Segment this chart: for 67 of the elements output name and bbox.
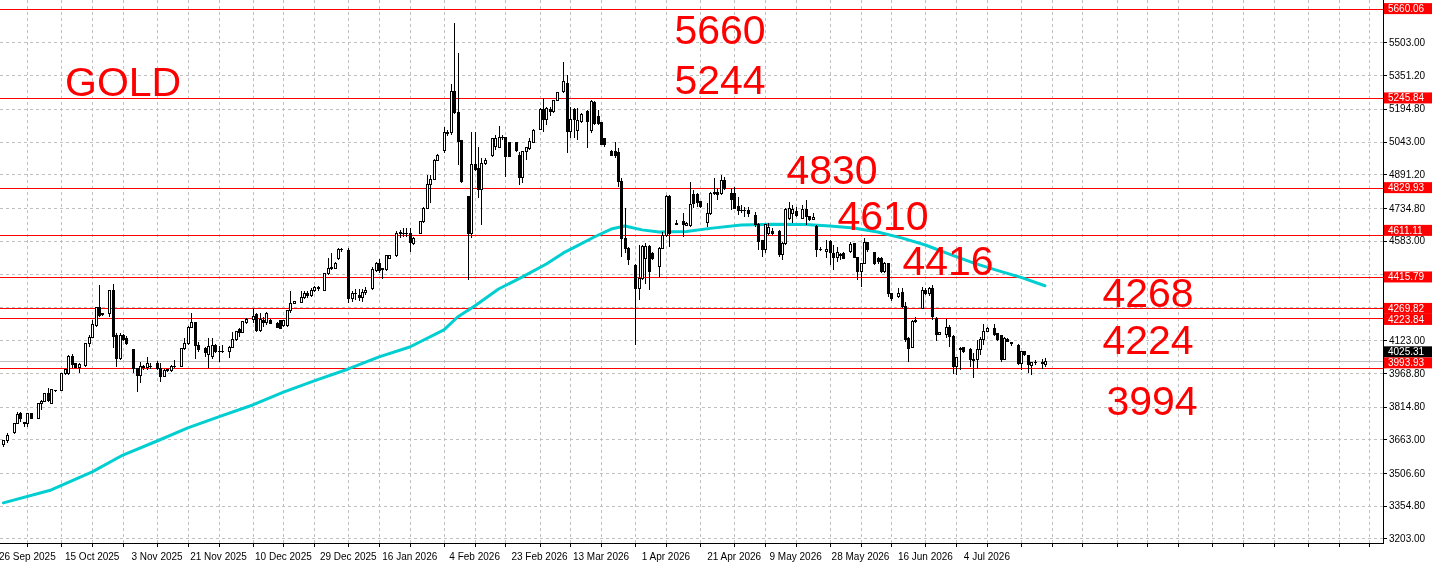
- x-tick-label: 15 Oct 2025: [64, 550, 120, 562]
- annotation: 4268: [1102, 270, 1194, 316]
- y-tick-label: 5351.20: [1389, 69, 1426, 81]
- y-tick-label: 4123.00: [1389, 334, 1426, 346]
- candlestick: [573, 107, 576, 139]
- ref-line-label: 4829.93: [1388, 182, 1425, 194]
- candlestick: [187, 325, 190, 346]
- x-tick-label: 4 Feb 2026: [449, 550, 501, 562]
- y-tick-label: 4583.00: [1389, 235, 1426, 247]
- candlestick: [255, 312, 258, 333]
- candlestick: [149, 362, 152, 370]
- x-tick-label: 21 Nov 2025: [190, 550, 248, 562]
- y-tick-label: 3354.80: [1389, 500, 1426, 512]
- annotation: 3994: [1106, 378, 1198, 424]
- candlestick: [829, 239, 832, 266]
- x-tick-label: 28 May 2026: [831, 550, 890, 562]
- candlestick: [976, 339, 979, 370]
- annotation: 5660: [674, 7, 766, 53]
- ref-line-label: 4269.82: [1388, 302, 1425, 314]
- y-tick-label: 5043.00: [1389, 136, 1426, 148]
- annotation: 4224: [1102, 317, 1194, 363]
- x-tick-label: 16 Jun 2026: [897, 550, 954, 562]
- x-tick-label: 23 Feb 2026: [511, 550, 569, 562]
- x-tick-label: 10 Dec 2025: [255, 550, 313, 562]
- x-tick-label: 3 Nov 2025: [131, 550, 184, 562]
- y-tick-label: 3968.80: [1389, 367, 1426, 379]
- candlestick: [791, 204, 794, 224]
- candlestick: [132, 348, 135, 374]
- candlestick: [689, 181, 692, 228]
- candlestick: [371, 266, 374, 291]
- x-tick-label: 21 Apr 2026: [707, 550, 762, 562]
- x-tick-label: 13 Mar 2026: [572, 550, 630, 562]
- x-tick-label: 4 Jul 2026: [963, 550, 1011, 562]
- ref-line-label: 5660.06: [1388, 3, 1425, 15]
- y-tick-label: 5194.80: [1389, 103, 1426, 115]
- candlestick: [576, 107, 579, 141]
- candlestick: [634, 263, 637, 346]
- annotation: 5244: [674, 57, 766, 103]
- candlestick: [945, 318, 948, 339]
- text: GOLD: [65, 59, 182, 105]
- ref-line-label: 4415.79: [1388, 271, 1425, 283]
- y-tick-label: 3203.00: [1389, 532, 1426, 544]
- ref-line-label: 4025.31: [1388, 346, 1425, 358]
- x-tick-label: 26 Sep 2025: [0, 550, 57, 562]
- candlestick: [778, 229, 781, 258]
- ref-line-label: 3993.93: [1388, 357, 1425, 369]
- ref-line-label: 4611.11: [1388, 224, 1424, 236]
- candlestick: [815, 224, 818, 258]
- annotation: 4610: [837, 193, 929, 239]
- y-tick-label: 3506.60: [1389, 467, 1426, 479]
- x-tick-label: 9 May 2026: [769, 550, 823, 562]
- y-tick-label: 4891.20: [1389, 168, 1426, 180]
- candlestick: [972, 352, 975, 379]
- x-tick-label: 1 Apr 2026: [641, 550, 691, 562]
- annotation: 4416: [902, 238, 994, 284]
- candlestick: [825, 239, 828, 259]
- x-tick-label: 16 Jan 2026: [382, 550, 438, 562]
- candlestick: [395, 230, 398, 258]
- annotation: 4830: [786, 147, 878, 193]
- y-tick-label: 3814.80: [1389, 401, 1426, 413]
- y-tick-label: 4734.80: [1389, 202, 1426, 214]
- x-tick-label: 29 Dec 2025: [319, 550, 378, 562]
- ref-line-label: 5245.84: [1388, 92, 1425, 104]
- y-tick-label: 5503.00: [1389, 36, 1426, 48]
- ref-line-label: 4223.84: [1388, 313, 1425, 325]
- y-tick-label: 3663.00: [1389, 433, 1426, 445]
- candlestick: [832, 244, 835, 271]
